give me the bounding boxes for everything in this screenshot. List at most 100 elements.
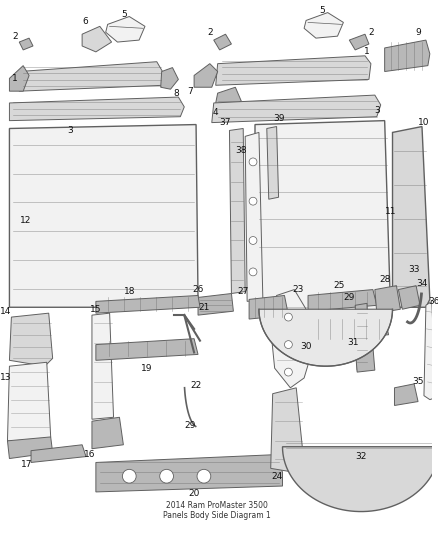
Text: 24: 24	[271, 472, 282, 481]
Text: 39: 39	[273, 114, 284, 123]
Polygon shape	[19, 38, 33, 50]
Polygon shape	[198, 294, 233, 315]
Circle shape	[122, 470, 136, 483]
Text: 29: 29	[184, 421, 196, 430]
Text: 36: 36	[428, 297, 438, 306]
Text: 2: 2	[207, 28, 212, 37]
Polygon shape	[10, 125, 198, 307]
Circle shape	[249, 237, 257, 245]
Polygon shape	[96, 295, 200, 313]
Text: 4: 4	[213, 108, 219, 117]
Text: 11: 11	[385, 206, 396, 215]
Text: 35: 35	[412, 377, 424, 386]
Polygon shape	[249, 295, 288, 319]
Circle shape	[249, 268, 257, 276]
Text: 21: 21	[198, 303, 210, 312]
Polygon shape	[215, 56, 371, 85]
Text: 17: 17	[21, 460, 33, 469]
Polygon shape	[212, 95, 381, 123]
Text: 3: 3	[67, 126, 73, 135]
Text: 12: 12	[19, 216, 31, 225]
Text: 15: 15	[90, 305, 102, 314]
Text: 5: 5	[319, 6, 325, 15]
Polygon shape	[7, 362, 51, 445]
Circle shape	[284, 368, 292, 376]
Polygon shape	[375, 286, 400, 313]
Polygon shape	[106, 17, 145, 42]
Polygon shape	[255, 120, 391, 311]
Text: 34: 34	[416, 279, 427, 288]
Text: 5: 5	[121, 10, 127, 19]
Text: 37: 37	[220, 118, 231, 127]
Text: 9: 9	[415, 28, 421, 37]
Text: 18: 18	[124, 287, 135, 296]
Text: 26: 26	[192, 285, 204, 294]
Polygon shape	[10, 66, 29, 91]
Polygon shape	[82, 26, 112, 52]
Text: 20: 20	[188, 489, 200, 498]
Text: 7: 7	[187, 87, 193, 95]
Polygon shape	[259, 309, 392, 366]
Text: 27: 27	[237, 287, 249, 296]
Polygon shape	[31, 445, 86, 463]
Polygon shape	[424, 301, 436, 400]
Circle shape	[249, 158, 257, 166]
Polygon shape	[308, 317, 389, 341]
Text: 25: 25	[334, 281, 345, 290]
Polygon shape	[349, 34, 369, 50]
Polygon shape	[161, 68, 178, 89]
Text: 6: 6	[82, 17, 88, 26]
Polygon shape	[392, 126, 430, 307]
Polygon shape	[245, 132, 263, 301]
Text: 32: 32	[355, 452, 367, 461]
Polygon shape	[92, 313, 113, 419]
Polygon shape	[10, 313, 53, 366]
Text: 30: 30	[300, 342, 312, 351]
Polygon shape	[355, 303, 369, 370]
Polygon shape	[395, 384, 418, 406]
Text: 1: 1	[12, 74, 18, 83]
Text: 10: 10	[418, 118, 430, 127]
Polygon shape	[271, 289, 310, 388]
Polygon shape	[10, 97, 184, 120]
Text: 2: 2	[13, 31, 18, 41]
Polygon shape	[355, 346, 375, 372]
Text: 29: 29	[343, 293, 355, 302]
Polygon shape	[96, 455, 283, 492]
Circle shape	[284, 313, 292, 321]
Polygon shape	[215, 87, 241, 109]
Text: 22: 22	[191, 381, 201, 390]
Text: 2: 2	[368, 28, 374, 37]
Text: 8: 8	[173, 88, 179, 98]
Polygon shape	[230, 128, 245, 294]
Polygon shape	[385, 40, 430, 71]
Circle shape	[284, 341, 292, 349]
Circle shape	[249, 197, 257, 205]
Text: 38: 38	[236, 146, 247, 155]
Polygon shape	[304, 13, 343, 38]
Text: 19: 19	[141, 364, 153, 373]
Text: 23: 23	[293, 285, 304, 294]
Text: 2014 Ram ProMaster 3500
Panels Body Side Diagram 1: 2014 Ram ProMaster 3500 Panels Body Side…	[163, 501, 271, 520]
Text: 28: 28	[379, 275, 390, 284]
Polygon shape	[399, 286, 420, 309]
Polygon shape	[214, 34, 231, 50]
Text: 3: 3	[374, 106, 380, 115]
Circle shape	[160, 470, 173, 483]
Text: 31: 31	[347, 338, 359, 347]
Polygon shape	[96, 338, 198, 360]
Text: 1: 1	[364, 47, 370, 56]
Text: 16: 16	[84, 450, 96, 459]
Polygon shape	[271, 388, 304, 472]
Polygon shape	[19, 62, 164, 91]
Polygon shape	[92, 417, 124, 449]
Text: 33: 33	[408, 265, 420, 274]
Polygon shape	[267, 126, 279, 199]
Text: 14: 14	[0, 306, 11, 316]
Polygon shape	[7, 437, 53, 458]
Text: 13: 13	[0, 374, 11, 383]
Circle shape	[197, 470, 211, 483]
Polygon shape	[194, 63, 218, 87]
Polygon shape	[308, 289, 377, 311]
Polygon shape	[283, 447, 438, 512]
